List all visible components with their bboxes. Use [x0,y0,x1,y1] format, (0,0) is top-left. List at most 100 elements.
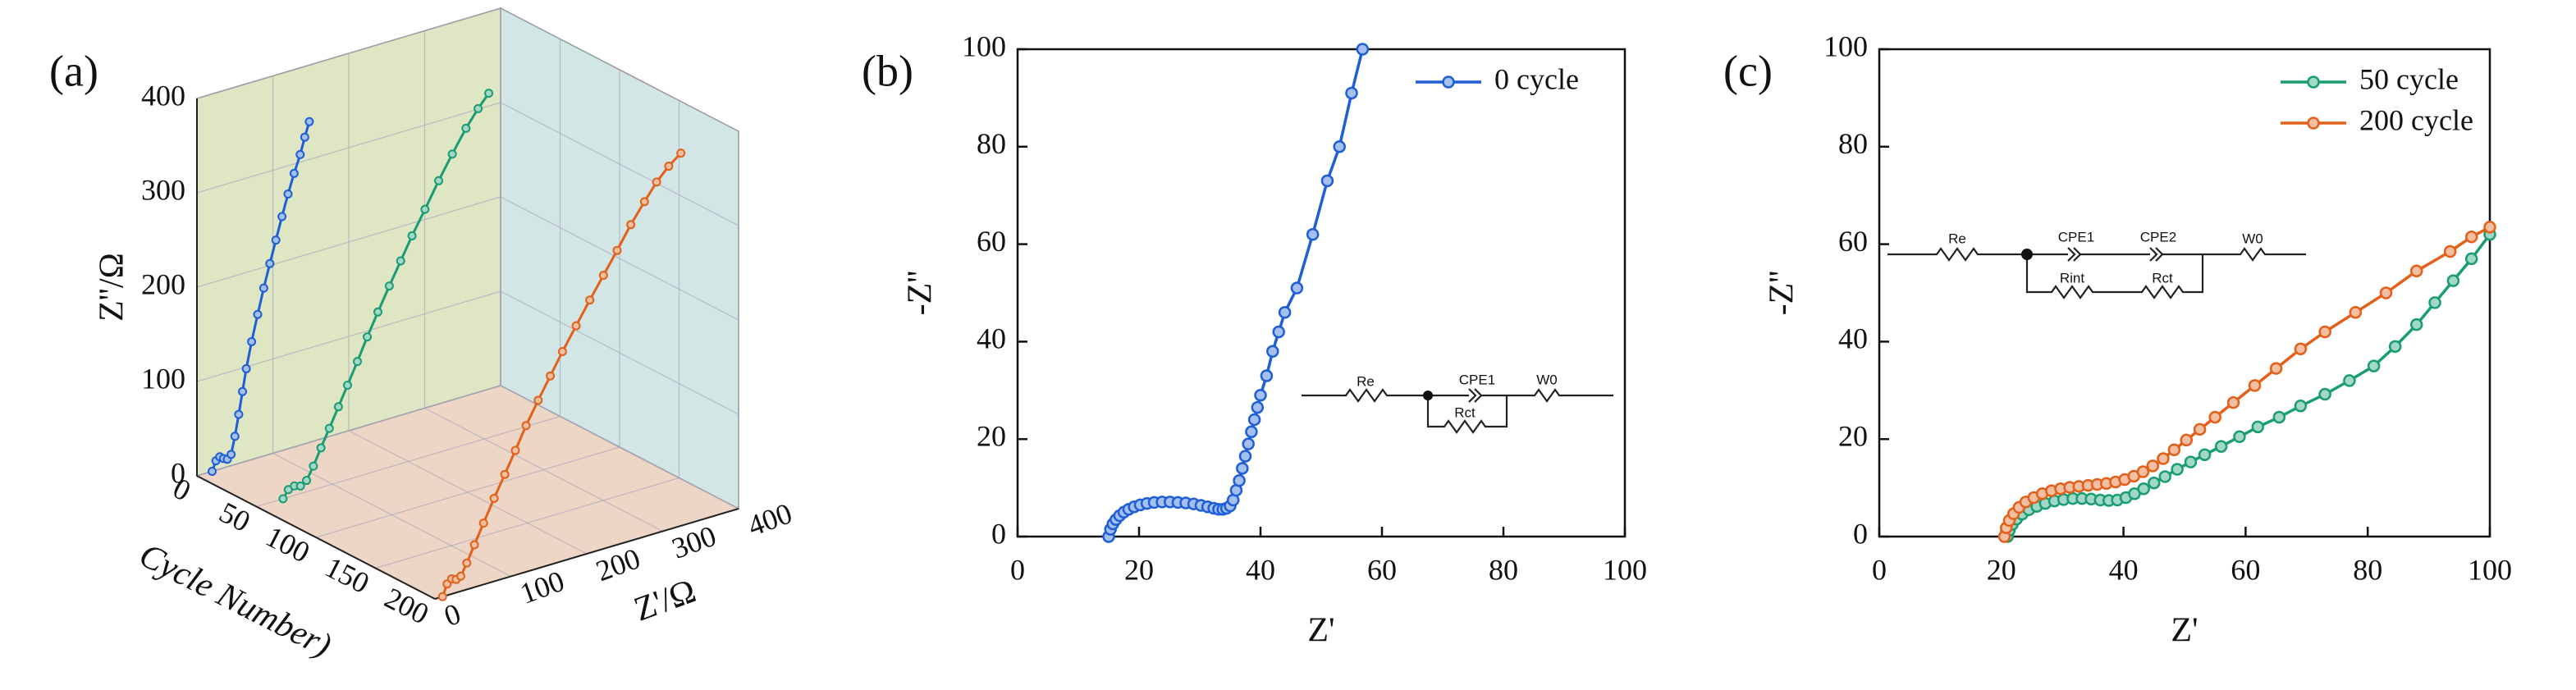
data-point [420,204,430,214]
data-point [2269,362,2283,375]
circuit-wire [1302,388,1613,434]
circuit-label: Rint [2060,270,2085,286]
data-point [396,256,405,266]
data-point [2171,463,2184,476]
data-point [2226,395,2240,409]
data-point [2294,342,2308,356]
data-point [2367,359,2381,372]
data-point [1260,369,1274,382]
data-point [2443,244,2457,258]
legend-label: 50 cycle [2359,62,2459,95]
y-tick-label: 200 [141,267,185,300]
data-point [676,149,686,158]
circuit-label: W0 [1536,372,1558,387]
data-point [626,220,636,230]
x-axis-title: Z' [1307,612,1334,650]
legend-label: 0 cycle [1494,62,1579,95]
data-point [238,386,247,396]
data-point [1251,400,1265,414]
data-point [1320,174,1334,188]
y-tick-label: 60 [977,225,1006,258]
x-tick-label: 0 [1010,553,1025,586]
data-point [259,283,268,293]
y-tick-label: 100 [962,30,1006,62]
data-point [2272,410,2286,424]
data-point [521,421,531,431]
data-point [265,258,275,268]
data-point [373,307,382,317]
data-point [2446,274,2460,287]
data-point [363,332,373,342]
x-tick-label: 80 [1489,553,1518,586]
y-tick-label: 0 [1853,517,1868,550]
plot-frame [1878,48,2491,538]
data-point [1233,473,1246,487]
data-point [283,190,293,199]
circuit-label: Rct [2152,270,2173,286]
data-point [489,493,499,503]
data-point [253,309,263,319]
x-tick-label: 20 [1987,553,2016,586]
x-tick-label: 60 [1367,553,1397,586]
data-point [2184,455,2198,468]
plot-frame [1016,48,1627,538]
x-tick-label: 400 [744,496,796,542]
data-point [510,446,520,455]
data-point [353,357,363,367]
data-point [571,321,581,331]
y-axis-title: -Z'' [1764,271,1801,316]
data-point [208,467,217,476]
data-point [304,117,314,126]
data-point [302,476,312,486]
data-point [343,381,352,390]
data-point [474,103,483,113]
data-point [1345,86,1358,100]
x-tick-label: 40 [1246,553,1275,586]
y-tick-label: 400 [141,79,185,112]
data-point [289,168,299,178]
circuit-label: CPE2 [2140,229,2176,244]
x-tick-label: 0 [1872,553,1887,586]
legend-marker [2307,117,2320,130]
y-tick-label: 0 [991,517,1006,550]
data-point [500,469,510,479]
y-tick-label: 80 [977,127,1006,160]
panel-label: (c) [1723,46,1773,95]
data-point [1254,388,1267,402]
x-tick-label: 0 [440,597,465,633]
y-tick-label: 300 [141,173,185,206]
data-point [2294,400,2308,413]
panel-label: (a) [49,46,98,95]
data-point [2248,379,2262,392]
data-point [2148,476,2161,490]
data-point [434,176,443,185]
circuit-label: Re [1948,231,1966,246]
data-point [2343,374,2356,387]
data-point [533,395,543,405]
x-axis-title: Z' [2171,612,2198,650]
data-point [1245,425,1258,439]
circuit-label: CPE1 [1459,372,1495,387]
data-point [1272,325,1285,339]
data-point [2318,387,2331,401]
data-point [2136,465,2150,478]
data-point [612,245,622,255]
data-point [278,494,288,504]
data-point [1236,462,1249,475]
data-point [585,295,595,305]
legend-marker [1442,75,1455,89]
y-tick-label: 60 [1838,225,1868,258]
grid-line [375,477,679,569]
data-point [447,149,457,159]
data-point [2214,440,2228,453]
circuit-label: Rct [1454,404,1476,420]
y-tick-label: 20 [977,419,1006,452]
data-point [1290,281,1304,295]
y-tick-label: 40 [977,322,1006,355]
x-tick-label: 20 [1124,553,1154,586]
y-tick-label: 80 [1838,127,1868,160]
data-point [469,540,479,550]
data-point [309,461,318,471]
data-point [2158,470,2171,483]
data-point [300,132,309,142]
